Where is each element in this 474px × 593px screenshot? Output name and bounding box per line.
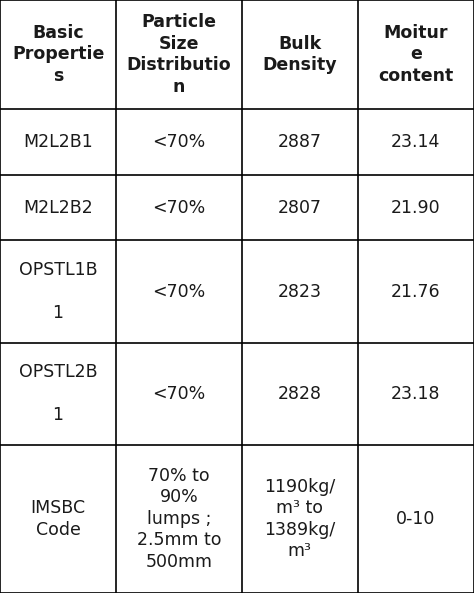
- Text: 2887: 2887: [278, 133, 322, 151]
- Text: <70%: <70%: [152, 385, 206, 403]
- Text: 21.90: 21.90: [391, 199, 441, 216]
- Text: <70%: <70%: [152, 282, 206, 301]
- Text: 70% to
90%
lumps ;
2.5mm to
500mm: 70% to 90% lumps ; 2.5mm to 500mm: [137, 467, 221, 571]
- Text: 23.18: 23.18: [391, 385, 441, 403]
- Text: OPSTL2B

1: OPSTL2B 1: [19, 363, 97, 424]
- Text: Moitur
e
content: Moitur e content: [378, 24, 454, 85]
- Text: OPSTL1B

1: OPSTL1B 1: [19, 261, 97, 322]
- Text: M2L2B1: M2L2B1: [23, 133, 93, 151]
- Text: Basic
Propertie
s: Basic Propertie s: [12, 24, 104, 85]
- Text: 23.14: 23.14: [391, 133, 441, 151]
- Text: 1190kg/
m³ to
1389kg/
m³: 1190kg/ m³ to 1389kg/ m³: [264, 477, 336, 560]
- Text: IMSBC
Code: IMSBC Code: [30, 499, 86, 538]
- Text: 21.76: 21.76: [391, 282, 441, 301]
- Text: Bulk
Density: Bulk Density: [263, 34, 337, 74]
- Text: <70%: <70%: [152, 133, 206, 151]
- Text: 2828: 2828: [278, 385, 322, 403]
- Text: <70%: <70%: [152, 199, 206, 216]
- Text: 2823: 2823: [278, 282, 322, 301]
- Text: M2L2B2: M2L2B2: [23, 199, 93, 216]
- Text: Particle
Size
Distributio
n: Particle Size Distributio n: [127, 13, 231, 95]
- Text: 2807: 2807: [278, 199, 322, 216]
- Text: 0-10: 0-10: [396, 510, 436, 528]
